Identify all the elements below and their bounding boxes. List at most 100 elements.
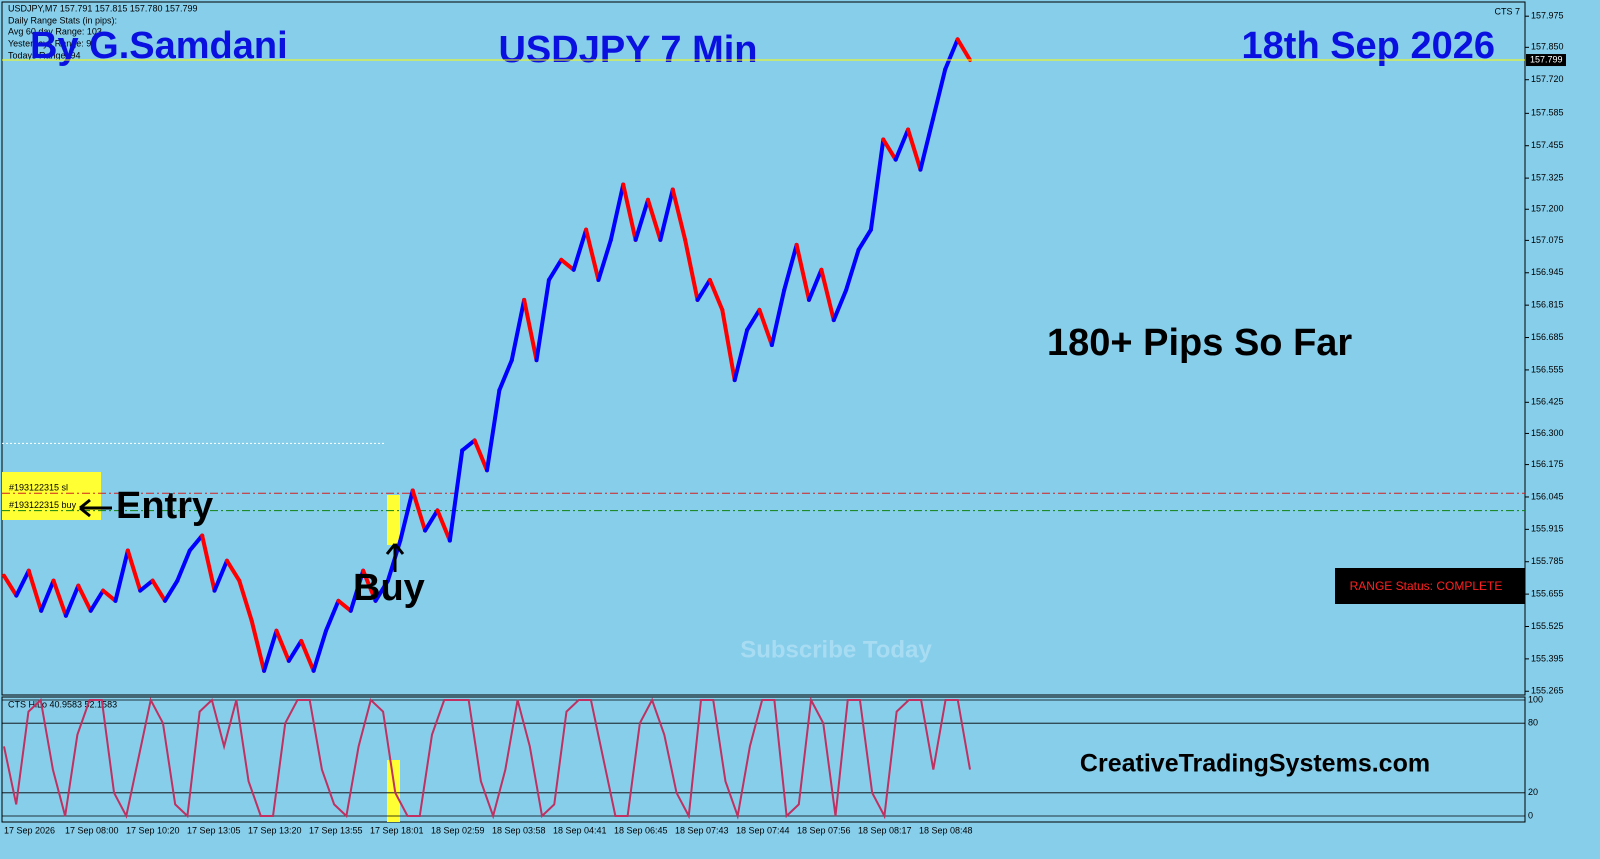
price-segment <box>485 388 502 473</box>
price-segment <box>695 277 712 302</box>
price-segment <box>262 628 279 673</box>
y-tick-label: 157.200 <box>1531 204 1564 214</box>
price-segment <box>150 578 167 603</box>
price-segment <box>2 573 19 598</box>
price-segment <box>757 307 774 348</box>
x-tick-label: 18 Sep 08:17 <box>858 825 912 835</box>
price-segment <box>893 127 911 162</box>
price-segment <box>509 297 527 363</box>
price-segment <box>125 548 143 593</box>
price-segment <box>101 588 118 603</box>
pips-annotation: 180+ Pips So Far <box>1047 322 1352 364</box>
y-tick-label: 155.525 <box>1531 621 1564 631</box>
x-tick-label: 18 Sep 07:56 <box>797 825 851 835</box>
author: By G.Samdani <box>30 25 288 67</box>
price-segment <box>868 137 886 232</box>
price-segment <box>63 583 81 618</box>
indicator-frame <box>1 696 1526 823</box>
indicator-title: CTS HiLo 40.9583 52.1583 <box>8 699 117 709</box>
price-segment <box>918 117 935 172</box>
y-tick-label: 156.815 <box>1531 300 1564 310</box>
status-box <box>1335 568 1525 604</box>
title: USDJPY 7 Min <box>498 29 757 71</box>
price-segment <box>336 598 353 613</box>
x-tick-label: 18 Sep 04:41 <box>553 825 607 835</box>
buy-label: Buy <box>353 567 425 609</box>
x-tick-label: 17 Sep 18:01 <box>370 825 424 835</box>
header-line: Todays Range: 94 <box>8 50 81 60</box>
price-segment <box>844 247 861 292</box>
last-price-label: 157.799 <box>1530 54 1563 64</box>
last-price-box <box>1526 54 1566 67</box>
y-tick-label: 157.975 <box>1531 11 1564 21</box>
price-segment <box>707 277 725 312</box>
corner-label: CTS 7 <box>1494 6 1520 16</box>
price-segment <box>373 578 390 603</box>
price-segment <box>460 438 477 453</box>
y-tick-label: 155.915 <box>1531 524 1564 534</box>
price-segment <box>39 578 56 613</box>
price-segment <box>76 583 93 613</box>
main-frame <box>1 1 1526 696</box>
price-segment <box>274 628 291 663</box>
price-segment <box>943 37 960 72</box>
price-segment <box>348 568 366 613</box>
price-segment <box>955 37 972 63</box>
price-segment <box>571 227 589 272</box>
x-tick-label: 17 Sep 10:20 <box>126 825 180 835</box>
y-tick-label: 156.175 <box>1531 459 1564 469</box>
price-segment <box>361 568 378 603</box>
price-segment <box>559 257 576 272</box>
price-segment <box>163 578 180 603</box>
price-segment <box>200 533 217 593</box>
price-segment <box>26 568 44 613</box>
price-segment <box>646 197 663 242</box>
price-segment <box>745 307 762 333</box>
price-segment <box>546 257 564 282</box>
y-tick-label: 157.585 <box>1531 108 1564 118</box>
y-tick-label: 157.325 <box>1531 172 1564 182</box>
y-tick-label: 156.300 <box>1531 428 1564 438</box>
y-tick-label: 156.045 <box>1531 491 1564 501</box>
buy-arrow <box>385 543 405 572</box>
y-tick-label: 156.425 <box>1531 397 1564 407</box>
indicator-line <box>3 696 971 820</box>
header-line: Avg 60 day Range: 103 <box>8 26 102 36</box>
price-segment <box>14 568 31 598</box>
y-tick-label: 156.555 <box>1531 364 1564 374</box>
x-tick-label: 17 Sep 13:20 <box>248 825 302 835</box>
price-layer: #193122315 sl #193122315 buy <box>2 37 1525 673</box>
header-line: Yesterdays Range: 95 <box>8 38 96 48</box>
price-segment <box>534 277 551 363</box>
price-segment <box>410 488 428 533</box>
entry-arrow <box>79 498 112 518</box>
x-tick-label: 17 Sep 08:00 <box>65 825 119 835</box>
price-segment <box>856 227 873 252</box>
y-tick-label: 156.945 <box>1531 267 1564 277</box>
price-segment <box>113 548 130 603</box>
x-tick-label: 17 Sep 13:05 <box>187 825 241 835</box>
price-segment <box>237 578 254 623</box>
entry-label: Entry <box>116 485 213 527</box>
y-tick-label: 157.850 <box>1531 42 1564 52</box>
price-segment <box>584 227 601 282</box>
price-segment <box>596 237 613 282</box>
x-tick-label: 18 Sep 07:44 <box>736 825 790 835</box>
y-tick-label: 157.720 <box>1531 74 1564 84</box>
price-segment <box>398 488 415 543</box>
y-tick-label: 155.655 <box>1531 588 1564 598</box>
x-tick-label: 18 Sep 03:58 <box>492 825 546 835</box>
y-tick-label: 155.785 <box>1531 556 1564 566</box>
price-segment <box>51 578 68 618</box>
price-segment <box>794 242 811 302</box>
price-segment <box>299 638 316 673</box>
price-segment <box>187 533 205 553</box>
price-segment <box>447 448 465 543</box>
x-tick-label: 18 Sep 07:43 <box>675 825 729 835</box>
price-segment <box>224 558 242 583</box>
indicator-tick-label: 20 <box>1528 787 1538 797</box>
price-segment <box>138 578 155 593</box>
